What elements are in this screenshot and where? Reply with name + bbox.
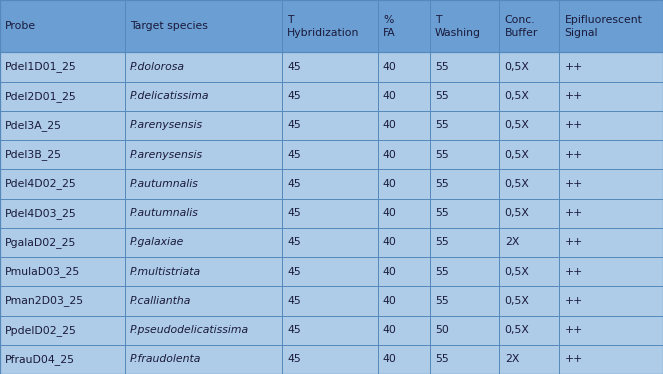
- Text: 40: 40: [383, 325, 396, 335]
- Bar: [0, 169, 663, 199]
- Text: 55: 55: [435, 237, 449, 248]
- Text: T
Hybridization: T Hybridization: [287, 15, 359, 37]
- Text: Conc.
Buffer: Conc. Buffer: [505, 15, 538, 37]
- Text: 45: 45: [287, 150, 301, 160]
- Bar: [0, 0, 663, 52]
- Text: 0,5X: 0,5X: [505, 150, 530, 160]
- Text: 40: 40: [383, 355, 396, 364]
- Bar: [0, 140, 663, 169]
- Text: Pdel2D01_25: Pdel2D01_25: [5, 91, 77, 102]
- Text: Pdel4D02_25: Pdel4D02_25: [5, 178, 77, 189]
- Text: 45: 45: [287, 179, 301, 189]
- Text: 40: 40: [383, 179, 396, 189]
- Text: 45: 45: [287, 91, 301, 101]
- Text: 40: 40: [383, 120, 396, 131]
- Text: 0,5X: 0,5X: [505, 325, 530, 335]
- Bar: [0, 82, 663, 111]
- Text: 55: 55: [435, 62, 449, 72]
- Text: 45: 45: [287, 208, 301, 218]
- Text: ++: ++: [564, 237, 583, 248]
- Text: Pdel3A_25: Pdel3A_25: [5, 120, 62, 131]
- Text: 45: 45: [287, 296, 301, 306]
- Text: 40: 40: [383, 267, 396, 277]
- Text: 45: 45: [287, 355, 301, 364]
- Text: 45: 45: [287, 62, 301, 72]
- Text: 0,5X: 0,5X: [505, 208, 530, 218]
- Text: ++: ++: [564, 267, 583, 277]
- Text: 55: 55: [435, 120, 449, 131]
- Text: ++: ++: [564, 150, 583, 160]
- Bar: [0, 345, 663, 374]
- Text: ++: ++: [564, 62, 583, 72]
- Text: 45: 45: [287, 325, 301, 335]
- Text: P.delicatissima: P.delicatissima: [130, 91, 210, 101]
- Text: 40: 40: [383, 150, 396, 160]
- Text: ++: ++: [564, 355, 583, 364]
- Text: Pdel4D03_25: Pdel4D03_25: [5, 208, 77, 219]
- Bar: [0, 199, 663, 228]
- Text: 0,5X: 0,5X: [505, 91, 530, 101]
- Text: 45: 45: [287, 237, 301, 248]
- Text: ++: ++: [564, 91, 583, 101]
- Text: PmulaD03_25: PmulaD03_25: [5, 266, 80, 277]
- Text: P.calliantha: P.calliantha: [130, 296, 192, 306]
- Text: P.multistriata: P.multistriata: [130, 267, 201, 277]
- Bar: [0, 52, 663, 82]
- Text: 0,5X: 0,5X: [505, 120, 530, 131]
- Text: 40: 40: [383, 91, 396, 101]
- Text: 2X: 2X: [505, 237, 519, 248]
- Text: Pman2D03_25: Pman2D03_25: [5, 295, 84, 306]
- Text: 40: 40: [383, 296, 396, 306]
- Text: P.autumnalis: P.autumnalis: [130, 179, 199, 189]
- Text: 45: 45: [287, 267, 301, 277]
- Text: 55: 55: [435, 91, 449, 101]
- Text: 0,5X: 0,5X: [505, 179, 530, 189]
- Text: 0,5X: 0,5X: [505, 267, 530, 277]
- Text: 55: 55: [435, 150, 449, 160]
- Text: P.dolorosa: P.dolorosa: [130, 62, 185, 72]
- Text: 55: 55: [435, 296, 449, 306]
- Text: PpdelD02_25: PpdelD02_25: [5, 325, 77, 335]
- Text: 50: 50: [435, 325, 449, 335]
- Text: ++: ++: [564, 120, 583, 131]
- Text: P.fraudolenta: P.fraudolenta: [130, 355, 202, 364]
- Text: 40: 40: [383, 208, 396, 218]
- Text: 55: 55: [435, 355, 449, 364]
- Text: Pdel3B_25: Pdel3B_25: [5, 149, 62, 160]
- Text: 45: 45: [287, 120, 301, 131]
- Text: 40: 40: [383, 237, 396, 248]
- Text: Target species: Target species: [130, 21, 208, 31]
- Text: ++: ++: [564, 179, 583, 189]
- Text: 2X: 2X: [505, 355, 519, 364]
- Text: PgalaD02_25: PgalaD02_25: [5, 237, 77, 248]
- Text: 55: 55: [435, 267, 449, 277]
- Text: P.autumnalis: P.autumnalis: [130, 208, 199, 218]
- Text: 55: 55: [435, 208, 449, 218]
- Text: PfrauD04_25: PfrauD04_25: [5, 354, 76, 365]
- Text: Probe: Probe: [5, 21, 36, 31]
- Text: ++: ++: [564, 296, 583, 306]
- Text: 0,5X: 0,5X: [505, 62, 530, 72]
- Bar: [0, 286, 663, 316]
- Text: %
FA: % FA: [383, 15, 396, 37]
- Text: Pdel1D01_25: Pdel1D01_25: [5, 62, 77, 73]
- Text: P.arenysensis: P.arenysensis: [130, 120, 203, 131]
- Text: ++: ++: [564, 208, 583, 218]
- Text: P.arenysensis: P.arenysensis: [130, 150, 203, 160]
- Text: T
Washing: T Washing: [435, 15, 481, 37]
- Text: 0,5X: 0,5X: [505, 296, 530, 306]
- Bar: [0, 257, 663, 286]
- Text: ++: ++: [564, 325, 583, 335]
- Bar: [0, 316, 663, 345]
- Text: 40: 40: [383, 62, 396, 72]
- Bar: [0, 111, 663, 140]
- Text: P.pseudodelicatissima: P.pseudodelicatissima: [130, 325, 249, 335]
- Bar: [0, 228, 663, 257]
- Text: Epifluorescent
Signal: Epifluorescent Signal: [564, 15, 642, 37]
- Text: 55: 55: [435, 179, 449, 189]
- Text: P.galaxiae: P.galaxiae: [130, 237, 184, 248]
